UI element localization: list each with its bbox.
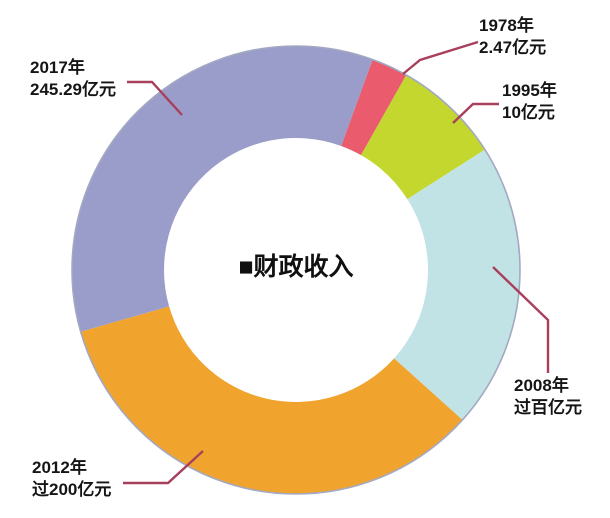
slice-1995 [360, 75, 485, 200]
leader-line-1995 [452, 102, 499, 124]
callout-year-2017: 2017年 [30, 58, 85, 77]
callout-year-1978: 1978年 [479, 16, 534, 35]
slice-2008 [394, 149, 521, 420]
callout-value-1995: 10亿元 [502, 103, 555, 122]
callout-value-2008: 过百亿元 [514, 398, 582, 417]
callout-year-1995: 1995年 [502, 81, 557, 100]
leader-line-1978 [402, 40, 479, 75]
callout-year-2008: 2008年 [514, 376, 569, 395]
callout-2012: 2012年 过200亿元 [32, 457, 111, 501]
callout-1995: 1995年 10亿元 [502, 80, 557, 124]
slice-2012 [80, 306, 463, 495]
callout-2017: 2017年 245.29亿元 [30, 57, 116, 101]
leader-line-2012 [123, 450, 204, 485]
callout-1978: 1978年 2.47亿元 [479, 15, 546, 59]
leader-line-2008 [492, 266, 550, 373]
donut-outer-border [71, 45, 521, 495]
slice-2017 [72, 45, 373, 332]
callout-value-2012: 过200亿元 [32, 480, 112, 499]
chart-center-title: ■财政收入 [238, 253, 354, 281]
callout-year-2012: 2012年 [32, 458, 87, 477]
slice-1978 [341, 59, 407, 156]
leader-line-2017 [127, 80, 183, 116]
callout-value-1978: 2.47亿元 [479, 38, 547, 57]
callout-value-2017: 245.29亿元 [30, 80, 116, 99]
callout-2008: 2008年 过百亿元 [514, 375, 582, 419]
